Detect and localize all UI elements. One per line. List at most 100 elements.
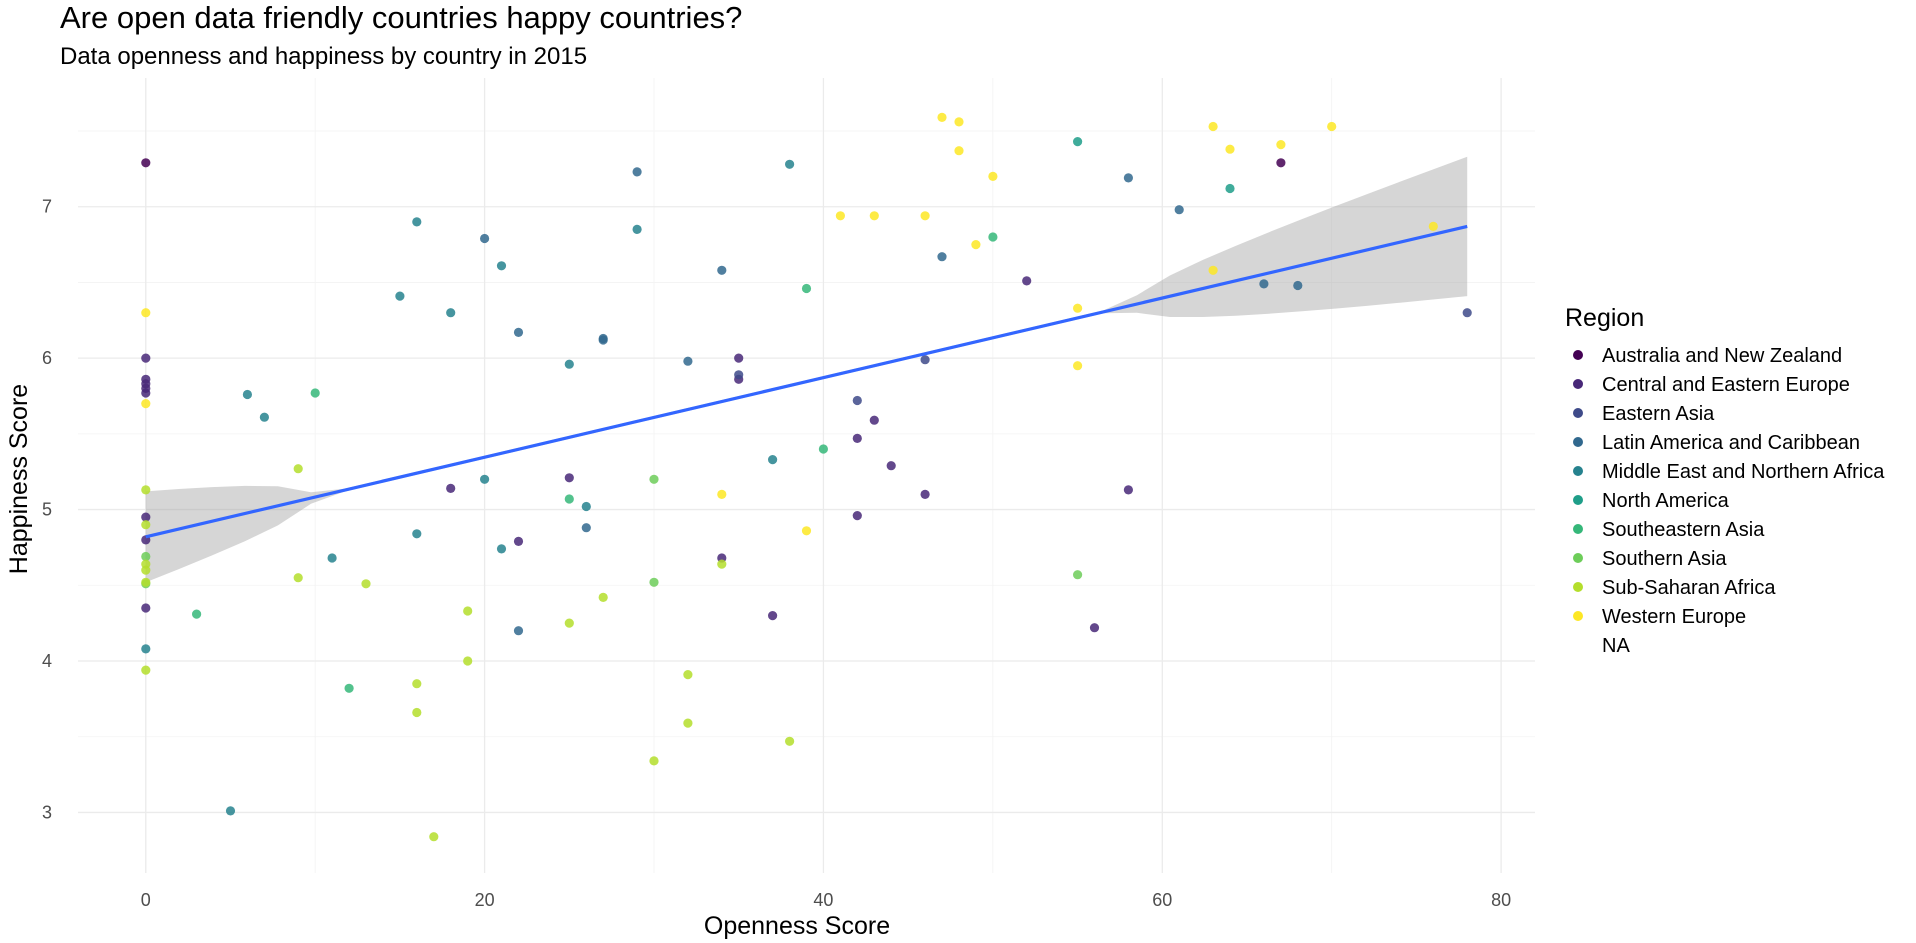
data-point xyxy=(1208,121,1218,132)
series-southeastern-asia xyxy=(192,232,998,693)
data-point xyxy=(1276,158,1286,168)
data-point xyxy=(818,444,829,454)
legend-key xyxy=(1573,582,1583,592)
legend-item: North America xyxy=(1573,490,1730,512)
data-point xyxy=(869,415,879,425)
legend-label: Western Europe xyxy=(1602,606,1746,628)
data-point xyxy=(463,656,473,666)
series-sub-saharan-africa xyxy=(141,464,795,842)
data-point xyxy=(141,665,151,675)
data-point xyxy=(1225,183,1235,194)
data-point xyxy=(717,559,727,569)
data-point xyxy=(141,485,151,495)
y-tick-label: 6 xyxy=(42,348,52,368)
data-point xyxy=(310,388,320,398)
y-tick-label: 3 xyxy=(42,802,52,822)
data-point xyxy=(361,579,371,589)
data-point xyxy=(446,308,456,318)
legend-item: Australia and New Zealand xyxy=(1573,345,1842,367)
legend-item: Southern Asia xyxy=(1573,548,1727,570)
trend-line-layer xyxy=(145,224,1468,539)
data-point xyxy=(1089,623,1100,633)
data-point xyxy=(429,832,439,842)
legend-item: NA xyxy=(1602,635,1630,657)
data-point xyxy=(734,353,744,363)
data-point xyxy=(988,232,998,242)
data-point xyxy=(835,211,846,221)
data-point xyxy=(649,756,659,766)
data-point xyxy=(852,433,862,443)
legend-item: Central and Eastern Europe xyxy=(1573,374,1850,396)
legend-item: Southeastern Asia xyxy=(1573,519,1765,541)
series-latin-america-and-caribbean xyxy=(480,167,1303,636)
data-point xyxy=(852,510,862,521)
data-point xyxy=(1073,361,1083,371)
data-point xyxy=(480,233,490,244)
y-axis-title: Happiness Score xyxy=(5,384,33,574)
series-central-and-eastern-europe xyxy=(141,276,1133,633)
data-point xyxy=(242,389,252,400)
data-point xyxy=(141,644,151,654)
data-point xyxy=(480,474,490,484)
legend-item: Eastern Asia xyxy=(1573,403,1715,425)
series-australia-and-new-zealand xyxy=(141,158,1286,168)
data-point xyxy=(1073,303,1083,313)
y-tick-label: 5 xyxy=(42,500,52,520)
data-point xyxy=(141,603,151,613)
data-point xyxy=(1208,265,1218,275)
data-point xyxy=(564,359,574,369)
data-point xyxy=(141,353,151,363)
legend-label: NA xyxy=(1602,635,1630,657)
legend-key xyxy=(1573,437,1583,447)
data-point xyxy=(920,355,930,365)
y-tick-label: 7 xyxy=(42,197,52,217)
series-middle-east-and-northern-africa xyxy=(141,159,795,816)
data-point xyxy=(581,523,591,533)
legend-label: Southeastern Asia xyxy=(1602,519,1765,541)
data-point xyxy=(1259,279,1269,289)
legend-key xyxy=(1573,379,1583,389)
data-point xyxy=(259,412,269,422)
data-point xyxy=(412,679,422,689)
data-point xyxy=(785,736,795,746)
data-point xyxy=(564,618,574,628)
data-point xyxy=(683,356,693,366)
data-point xyxy=(496,544,507,554)
data-point xyxy=(141,512,151,522)
data-point xyxy=(1123,173,1133,183)
data-point xyxy=(649,577,659,587)
legend-label: Sub-Saharan Africa xyxy=(1602,577,1776,599)
legend-item: Sub-Saharan Africa xyxy=(1573,577,1776,599)
data-point xyxy=(852,395,862,406)
data-point xyxy=(632,167,642,177)
data-point xyxy=(1073,570,1083,580)
legend-item: Western Europe xyxy=(1573,606,1746,628)
data-point xyxy=(344,683,354,693)
data-point xyxy=(141,565,151,575)
legend-key xyxy=(1573,553,1583,563)
data-points xyxy=(141,112,1472,842)
legend-key xyxy=(1573,408,1583,418)
data-point xyxy=(412,529,422,539)
data-point xyxy=(496,261,507,271)
data-point xyxy=(683,718,693,728)
data-point xyxy=(1225,144,1235,154)
confidence-band-area xyxy=(145,156,1468,583)
data-point xyxy=(869,211,879,221)
confidence-band xyxy=(145,156,1468,583)
data-point xyxy=(1276,140,1286,150)
data-point xyxy=(293,464,303,474)
data-point xyxy=(141,158,151,168)
legend-item: Latin America and Caribbean xyxy=(1573,432,1860,454)
data-point xyxy=(395,291,405,301)
legend-label: Southern Asia xyxy=(1602,548,1727,570)
data-point xyxy=(598,592,608,603)
data-point xyxy=(937,112,947,122)
data-point xyxy=(920,489,930,499)
x-tick-label: 20 xyxy=(475,890,495,910)
data-point xyxy=(564,473,574,483)
data-point xyxy=(598,335,608,345)
legend-label: Central and Eastern Europe xyxy=(1602,374,1850,396)
y-tick-label: 4 xyxy=(42,651,52,671)
x-tick-label: 40 xyxy=(813,890,833,910)
